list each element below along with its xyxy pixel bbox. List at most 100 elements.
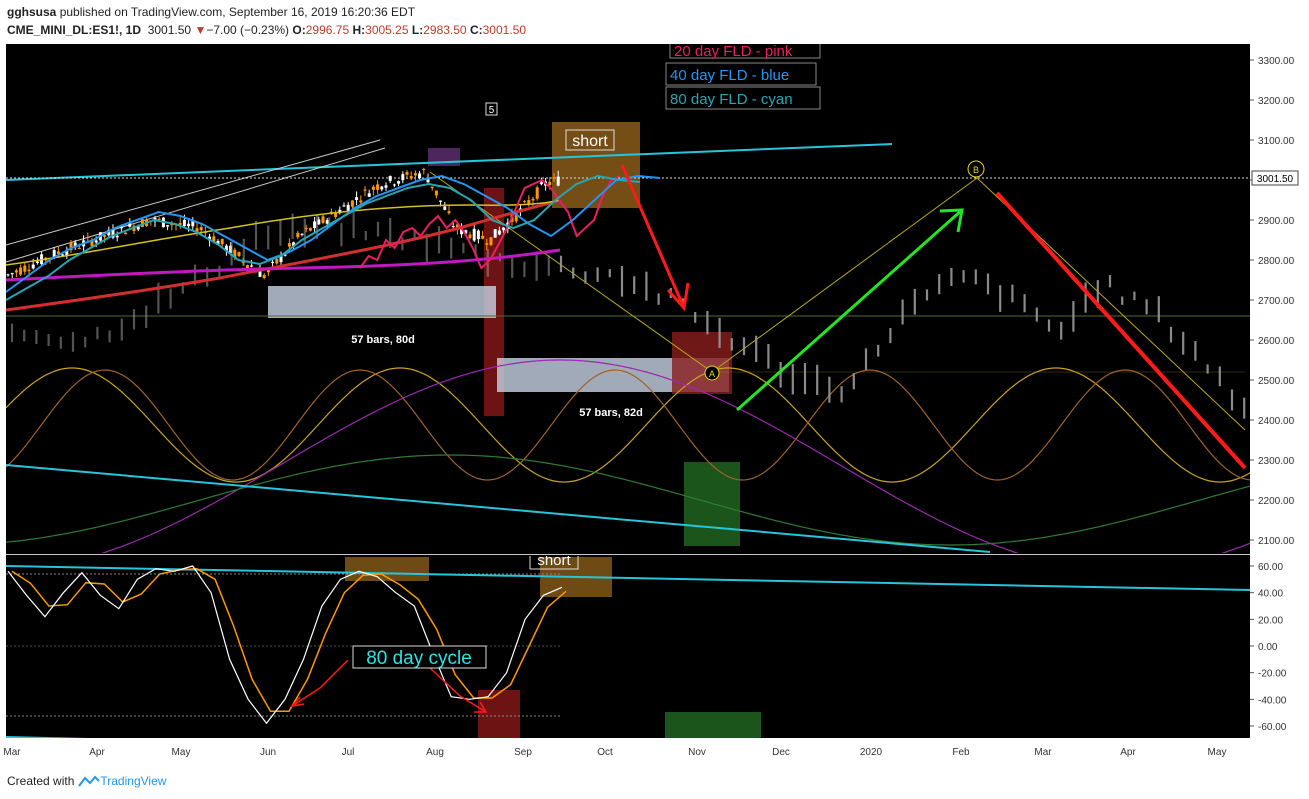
candle-body [73, 242, 77, 248]
candle-body [178, 222, 182, 225]
price-tick-label: 2900.00 [1258, 216, 1295, 227]
candle-body [275, 258, 279, 264]
candle-body [468, 234, 472, 239]
price-tick-label: 2400.00 [1258, 416, 1295, 427]
time-tick-label: May [172, 747, 191, 758]
chart-header: gghsusa published on TradingView.com, Se… [0, 0, 1309, 40]
candle-body [296, 232, 300, 238]
candle-body [136, 225, 140, 230]
candle-body [157, 218, 161, 220]
down-arrow-head-icon [666, 282, 690, 312]
projected-bars [10, 206, 1246, 419]
footer: Created with TradingView [7, 774, 166, 788]
legend-fld20-box [669, 44, 821, 59]
candle-body [409, 176, 413, 179]
yellow-ma [6, 199, 561, 266]
oscillator-pane: 80 day cycle short [6, 556, 1250, 738]
candle-body [166, 225, 170, 227]
price-tick-label: 2500.00 [1258, 376, 1295, 387]
channel-line-2 [6, 147, 386, 263]
candle-body [119, 225, 123, 229]
candle-body [6, 274, 10, 276]
candle-body [220, 238, 224, 245]
bars-label-82d: 57 bars, 82d [579, 407, 643, 419]
oscillator-axis[interactable]: 60.00 40.00 20.00 0.00 -20.00 -40.00 -60.00 [1250, 562, 1287, 733]
time-tick-label: Jul [342, 747, 355, 758]
candle-body [195, 228, 199, 233]
candle-body [115, 235, 119, 238]
candle-body [363, 189, 367, 191]
legend-fld80: 80 day FLD - cyan [670, 91, 793, 108]
price-tick-label: 3200.00 [1258, 96, 1295, 107]
candle-body [539, 182, 543, 185]
candle-body [86, 236, 90, 238]
candle-body [556, 176, 560, 186]
chart-canvas[interactable]: short 57 bars, 80d 57 bars, 82d 5 A B 20… [0, 40, 1309, 770]
price-axis[interactable]: 3300.003200.003100.003000.002900.002800.… [1250, 56, 1295, 547]
time-tick-label: Nov [688, 747, 706, 758]
candle-body [418, 173, 422, 179]
candle-body [237, 252, 241, 256]
legend-fld20: 20 day FLD - pink [674, 43, 793, 60]
candle-body [292, 242, 296, 246]
up-arrow-shaft [736, 208, 963, 412]
author-name[interactable]: gghsusa [7, 5, 57, 19]
lower-trendline [6, 464, 991, 553]
osc-tick-label: 60.00 [1258, 562, 1283, 573]
open-label: O: [292, 23, 306, 37]
osc-arrow-left-head-icon [290, 696, 305, 708]
time-tick-label: Mar [3, 747, 21, 758]
price-tick-label: 3300.00 [1258, 56, 1295, 67]
candle-body [258, 269, 262, 277]
candle-body [300, 233, 304, 235]
candle-body [313, 221, 317, 228]
candle-body [245, 265, 249, 269]
time-tick-label: Apr [1120, 747, 1136, 758]
candle-body [56, 251, 60, 254]
cycle-wave-green [6, 454, 1250, 546]
cycle-wave-gold [6, 367, 1250, 483]
osc-trendline-low [6, 736, 91, 738]
tradingview-link[interactable]: TradingView [78, 774, 166, 788]
high-value: 3005.25 [365, 23, 409, 37]
candle-body [140, 219, 144, 228]
upper-trendline [6, 143, 893, 181]
candle-body [384, 185, 388, 188]
low-label: L: [411, 23, 424, 37]
candle-body [451, 226, 455, 228]
candle-body [413, 173, 417, 176]
up-arrow-head-icon [939, 208, 964, 233]
candle-body [392, 184, 396, 186]
osc-green-zone [665, 712, 761, 738]
osc-tick-label: -20.00 [1258, 669, 1287, 680]
cycle-wave-brown [6, 369, 1250, 481]
magenta-ma [6, 248, 561, 282]
candle-body [271, 261, 275, 263]
price-tag: 3001.50 [1257, 174, 1294, 185]
time-axis[interactable]: Mar Apr May Jun Jul Aug Sep Oct Nov Dec 2020 Feb Mar… [3, 747, 1226, 758]
candle-body [527, 200, 531, 205]
moving-averages [6, 198, 561, 312]
created-with-label: Created with [7, 774, 75, 788]
osc-trendline [6, 565, 1250, 591]
red-ma [6, 198, 561, 312]
candle-body [426, 178, 430, 183]
candle-body [124, 232, 128, 235]
down-arrow-shaft [620, 164, 686, 309]
osc-tick-label: -60.00 [1258, 722, 1287, 733]
osc-arrow-right [429, 667, 487, 713]
candle-body [103, 235, 107, 237]
red-zone-nov [672, 332, 732, 394]
price-tag-box [1251, 170, 1299, 186]
candle-body [367, 193, 371, 197]
candle-body [397, 181, 401, 184]
osc-tick-label: 20.00 [1258, 615, 1283, 626]
candle-body [422, 168, 426, 171]
candle-body [502, 227, 506, 231]
highlight-zones [268, 122, 740, 546]
time-tick-label: Feb [952, 747, 970, 758]
price-tick-label: 2100.00 [1258, 536, 1295, 547]
candle-body [23, 265, 27, 272]
candle-body [233, 249, 237, 258]
fld-series-3 [6, 174, 641, 301]
